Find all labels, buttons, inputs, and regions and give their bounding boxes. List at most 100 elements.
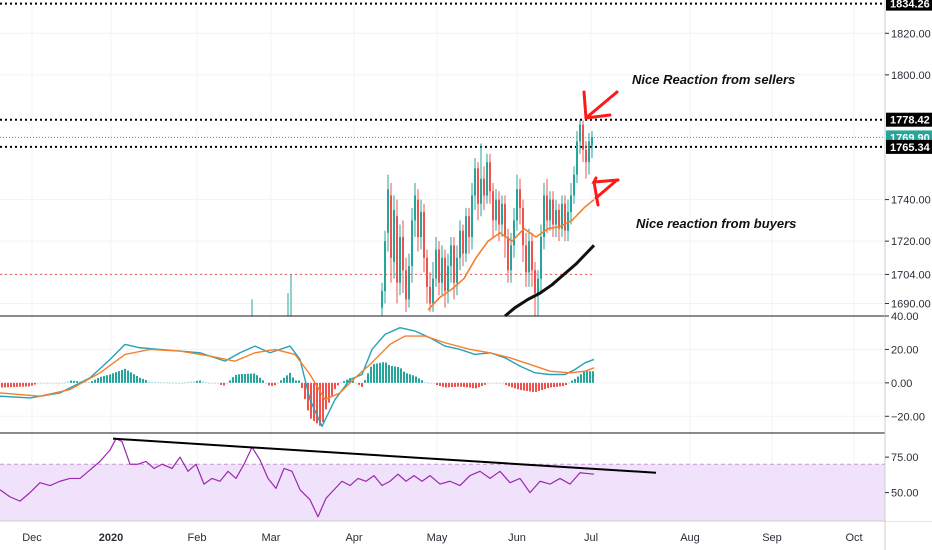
candle-body	[474, 168, 476, 196]
macd-histogram-bar	[427, 382, 429, 384]
candle-body	[423, 212, 425, 258]
macd-histogram-bar	[94, 379, 96, 383]
macd-histogram-bar	[226, 382, 228, 384]
candle-body	[546, 195, 548, 221]
macd-histogram-bar	[184, 382, 186, 384]
macd-histogram-bar	[514, 382, 516, 389]
price-candles[interactable]	[381, 120, 593, 316]
macd-histogram-bar	[130, 372, 132, 383]
macd-histogram-bar	[382, 362, 384, 383]
candle-body	[390, 195, 392, 258]
candle-body	[564, 203, 566, 231]
candle-body	[450, 245, 452, 267]
macd-line	[0, 327, 595, 428]
candle-body	[408, 266, 410, 300]
price-tag-label: 1834.26	[890, 0, 930, 11]
ma-black-line	[504, 244, 596, 318]
y-tick-label: 1720.00	[891, 236, 931, 248]
macd-histogram-bar	[364, 380, 366, 383]
candle-body	[501, 203, 503, 225]
candle-body	[522, 207, 524, 246]
macd-histogram-bar	[136, 375, 138, 383]
candle-body	[420, 212, 422, 237]
candle-body	[435, 249, 437, 279]
x-tick-label: Aug	[680, 532, 700, 544]
macd-histogram-bar	[55, 382, 57, 385]
macd-histogram-bar	[529, 382, 531, 392]
macd-histogram-bar	[268, 382, 270, 386]
x-tick-label: Jun	[508, 532, 526, 544]
macd-histogram-bar	[367, 373, 369, 383]
macd-histogram-bar	[421, 380, 423, 383]
macd-histogram-bar	[193, 381, 195, 383]
candle-body	[582, 124, 584, 150]
macd-histogram-bar	[502, 382, 504, 385]
macd-histogram-bar	[16, 382, 18, 387]
candle-body	[444, 257, 446, 292]
macd-lines	[0, 327, 595, 428]
macd-histogram-bar	[52, 382, 54, 384]
macd-histogram-bar	[187, 381, 189, 383]
macd-histogram-bar	[13, 382, 15, 387]
candle-body	[438, 249, 440, 283]
macd-histogram-bar	[241, 374, 243, 383]
macd-histogram-bar	[532, 382, 534, 392]
macd-histogram-bar	[91, 381, 93, 383]
macd-histogram-bar	[316, 382, 318, 424]
candle-body	[471, 195, 473, 237]
macd-histogram-bar	[307, 382, 309, 411]
macd-histogram-bar	[163, 382, 165, 384]
macd-histogram-bar	[577, 376, 579, 383]
macd-histogram-bar	[355, 382, 357, 384]
macd-histogram-bar	[412, 375, 414, 383]
x-tick-label: May	[427, 532, 448, 544]
rsi-trendline-segment	[112, 437, 657, 474]
macd-histogram-bar	[391, 366, 393, 383]
y-tick-label: 1800.00	[891, 70, 931, 82]
macd-histogram-bar	[517, 382, 519, 390]
macd-histogram-bar	[508, 382, 510, 387]
macd-histogram-bar	[409, 374, 411, 383]
macd-histogram-bar	[361, 382, 363, 387]
annotation-buyers: Nice reaction from buyers	[636, 216, 796, 231]
macd-histogram-bar	[37, 382, 39, 384]
y-axis-background	[886, 0, 932, 521]
buyer-arrow-icon	[591, 176, 620, 207]
macd-histogram-bar	[58, 382, 60, 385]
macd-histogram-bar	[547, 382, 549, 389]
macd-histogram-bar	[415, 376, 417, 383]
macd-histogram-bar	[478, 382, 480, 388]
candle-body	[543, 195, 545, 237]
macd-histogram-bar	[10, 382, 12, 388]
macd-histogram-bar	[385, 362, 387, 383]
candle-body	[429, 286, 431, 304]
macd-histogram-bar	[115, 372, 117, 383]
macd-histogram-bar	[490, 382, 492, 384]
macd-histogram-bar	[454, 382, 456, 387]
macd-histogram-bar	[190, 381, 192, 383]
macd-histogram-bar	[172, 382, 174, 384]
macd-histogram-bar	[535, 382, 537, 392]
candle-body	[579, 124, 581, 142]
macd-histogram-bar	[43, 382, 45, 384]
macd-histogram-bar	[493, 382, 495, 384]
candle-body	[414, 195, 416, 221]
macd-histogram-bar	[175, 382, 177, 384]
macd-histogram-bar	[487, 382, 489, 384]
macd-histogram-bar	[406, 373, 408, 383]
macd-histogram-bar	[301, 382, 303, 389]
candle-body	[477, 168, 479, 204]
macd-histogram-bar	[292, 377, 294, 383]
macd-histogram-bar	[589, 371, 591, 383]
candle-body	[573, 174, 575, 196]
candle-body	[405, 270, 407, 300]
macd-histogram-bar	[85, 381, 87, 383]
macd-histogram-bar	[400, 368, 402, 383]
candle-body	[387, 189, 389, 233]
macd-histogram-bar	[106, 375, 108, 383]
macd-histogram-bar	[154, 381, 156, 383]
candle-body	[489, 162, 491, 192]
macd-histogram-bar	[376, 363, 378, 383]
candle-body	[549, 199, 551, 221]
